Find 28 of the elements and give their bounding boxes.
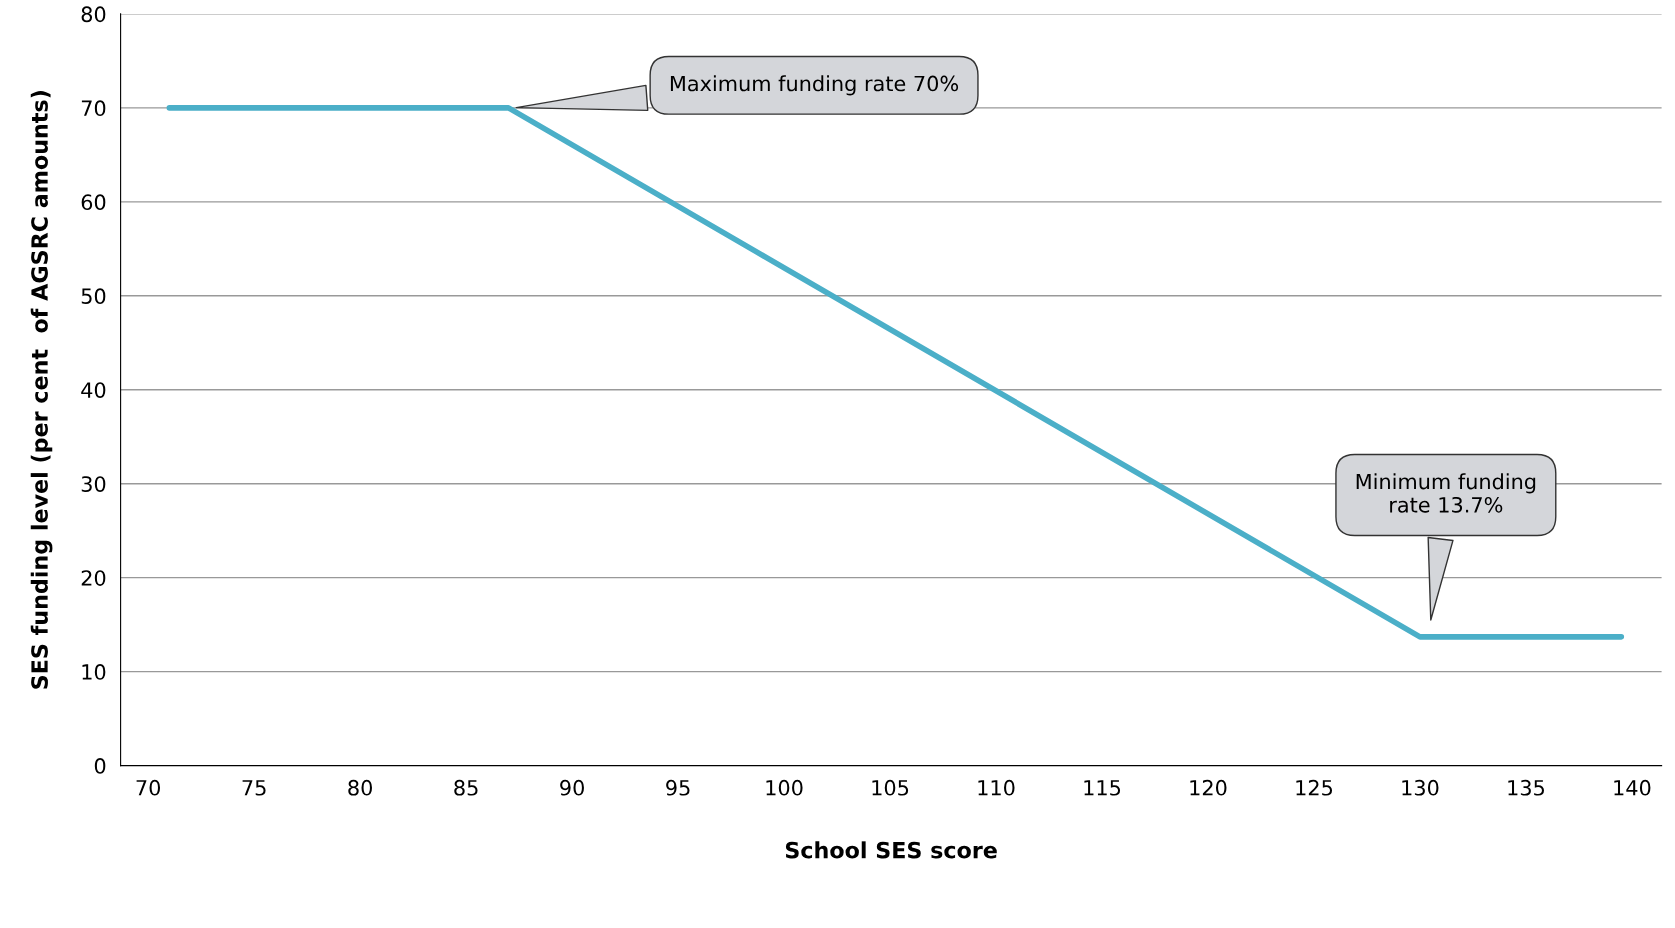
x-tick-label: 130: [1402, 779, 1439, 796]
x-tick-label: 80: [348, 779, 372, 796]
y-tick-label: 10: [82, 664, 106, 680]
x-tick-label: 95: [666, 779, 690, 796]
x-tick-label: 105: [872, 779, 909, 796]
x-tick-label: 140: [1614, 779, 1651, 796]
y-tick-label: 0: [94, 758, 106, 774]
x-tick-label: 120: [1190, 779, 1227, 796]
y-tick-label: 40: [81, 382, 106, 398]
x-tick-label: 70: [136, 779, 161, 796]
y-tick-label: 20: [81, 570, 106, 586]
x-tick-label: 125: [1296, 779, 1333, 796]
x-tick-label: 135: [1508, 779, 1544, 796]
x-tick-label: 90: [560, 779, 584, 796]
x-tick-label: 100: [766, 779, 803, 796]
y-axis-title: SES funding level (per cent of AGSRC amounts): [30, 91, 53, 689]
annotation: Maximum funding rate 70%: [670, 75, 959, 96]
y-tick-label: 70: [81, 100, 106, 117]
annotation: Minimum funding rate 13.7%: [1356, 473, 1536, 513]
y-tick-label: 50: [81, 288, 106, 305]
x-tick-label: 75: [242, 780, 266, 796]
x-axis-title: School SES score: [785, 841, 997, 859]
y-tick-label: 60: [81, 194, 106, 211]
x-tick-label: 110: [978, 779, 1015, 796]
x-tick-label: 115: [1084, 780, 1121, 796]
x-tick-label: 85: [454, 779, 478, 796]
y-tick-label: 80: [81, 6, 106, 23]
y-tick-label: 30: [81, 476, 106, 492]
